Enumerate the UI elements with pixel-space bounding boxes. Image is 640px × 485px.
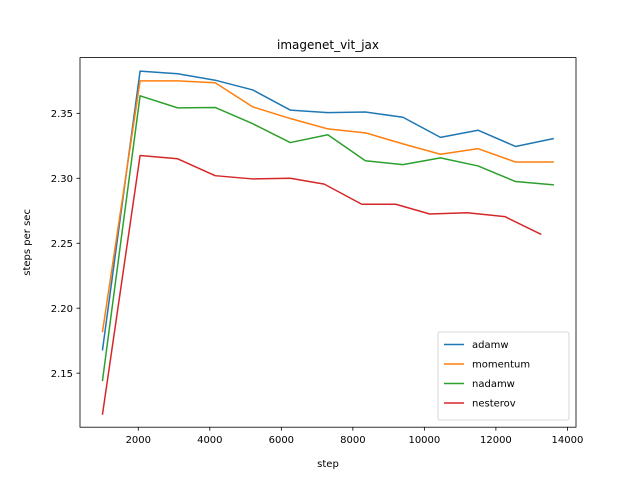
y-tick-label: 2.35 — [51, 109, 73, 120]
series-line-nadamw — [101, 95, 554, 382]
series-line-nesterov — [101, 154, 542, 415]
y-tick-label: 2.20 — [51, 304, 73, 315]
series-line-momentum — [101, 80, 554, 333]
chart-title: imagenet_vit_jax — [277, 38, 379, 52]
x-tick-label: 14000 — [552, 435, 584, 446]
x-tick-label: 6000 — [269, 435, 294, 446]
legend-box — [437, 331, 570, 421]
series-line-adamw — [101, 70, 554, 351]
ticks-layer: 2000 4000 6000 8000 10000 12000 14000 2.15 2.20 2… — [51, 109, 584, 446]
x-tick-label: 12000 — [480, 435, 512, 446]
series-layer — [101, 70, 554, 415]
x-tick-label: 4000 — [197, 435, 222, 446]
plot-frame — [79, 57, 577, 428]
x-axis-label: step — [317, 459, 339, 470]
x-tick-label: 2000 — [126, 435, 151, 446]
x-tick-label: 10000 — [408, 435, 440, 446]
y-tick-label: 2.30 — [51, 174, 73, 185]
legend-label-nesterov: nesterov — [472, 399, 516, 410]
legend-label-adamw: adamw — [472, 340, 509, 351]
x-tick-label: 8000 — [340, 435, 365, 446]
y-tick-label: 2.25 — [51, 239, 73, 250]
y-axis-label: steps per sec — [22, 209, 33, 276]
y-tick-label: 2.15 — [51, 369, 73, 380]
legend-label-nadamw: nadamw — [472, 379, 515, 390]
legend: adamw momentum nadamw nesterov — [437, 331, 570, 421]
legend-label-momentum: momentum — [472, 360, 530, 371]
